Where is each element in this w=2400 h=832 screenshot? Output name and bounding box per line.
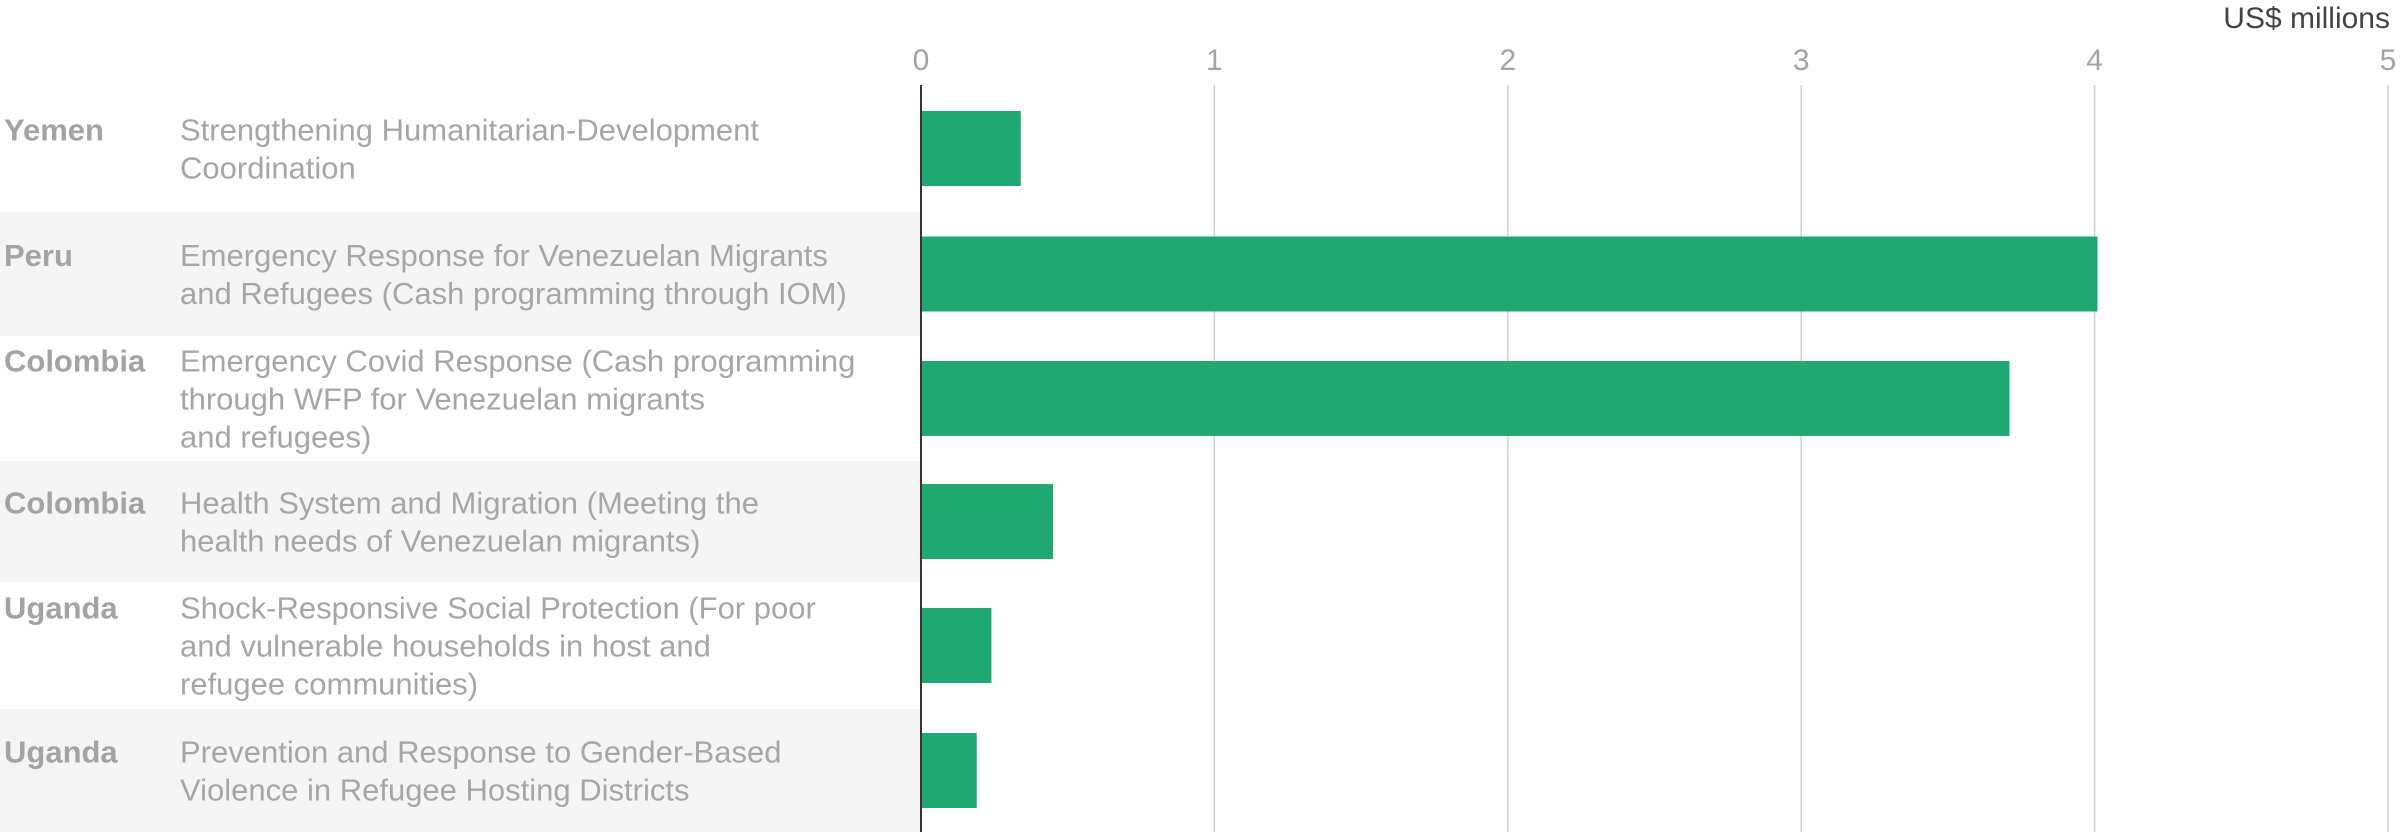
country-label: Uganda [4, 735, 118, 770]
row-backgrounds [0, 212, 921, 832]
project-label: Emergency Covid Response (Cash programmi… [180, 344, 855, 455]
project-label: Shock-Responsive Social Protection (For … [180, 591, 816, 702]
country-label: Uganda [4, 591, 118, 626]
bar [921, 608, 992, 683]
x-tick-label: 5 [2380, 44, 2397, 77]
gridlines [1213, 85, 2389, 832]
x-axis-ticks: 0 1 2 3 4 5 [913, 44, 2397, 77]
project-label: Strengthening Humanitarian-Development Co… [180, 113, 759, 186]
project-label: Health System and Migration (Meeting the… [180, 486, 759, 559]
row-labels: Yemen Strengthening Humanitarian-Developm… [4, 113, 855, 808]
project-label: Emergency Response for Venezuelan Migran… [180, 238, 847, 311]
bars [921, 111, 2098, 808]
x-tick-label: 4 [2086, 44, 2103, 77]
x-tick-label: 3 [1793, 44, 1810, 77]
unit-label: US$ millions [2223, 2, 2390, 35]
bar [921, 733, 977, 808]
country-label: Yemen [4, 113, 104, 148]
country-label: Colombia [4, 344, 146, 379]
project-label: Prevention and Response to Gender-Based V… [180, 735, 781, 808]
x-tick-label: 1 [1206, 44, 1223, 77]
country-label: Peru [4, 238, 73, 273]
x-tick-label: 0 [913, 44, 930, 77]
bar [921, 111, 1021, 186]
bar [921, 484, 1054, 559]
x-tick-label: 2 [1499, 44, 1516, 77]
row-background [0, 461, 921, 582]
row-background [0, 709, 921, 832]
country-label: Colombia [4, 486, 146, 521]
row-background [0, 212, 921, 336]
bar [921, 361, 2010, 436]
bar [921, 236, 2098, 312]
